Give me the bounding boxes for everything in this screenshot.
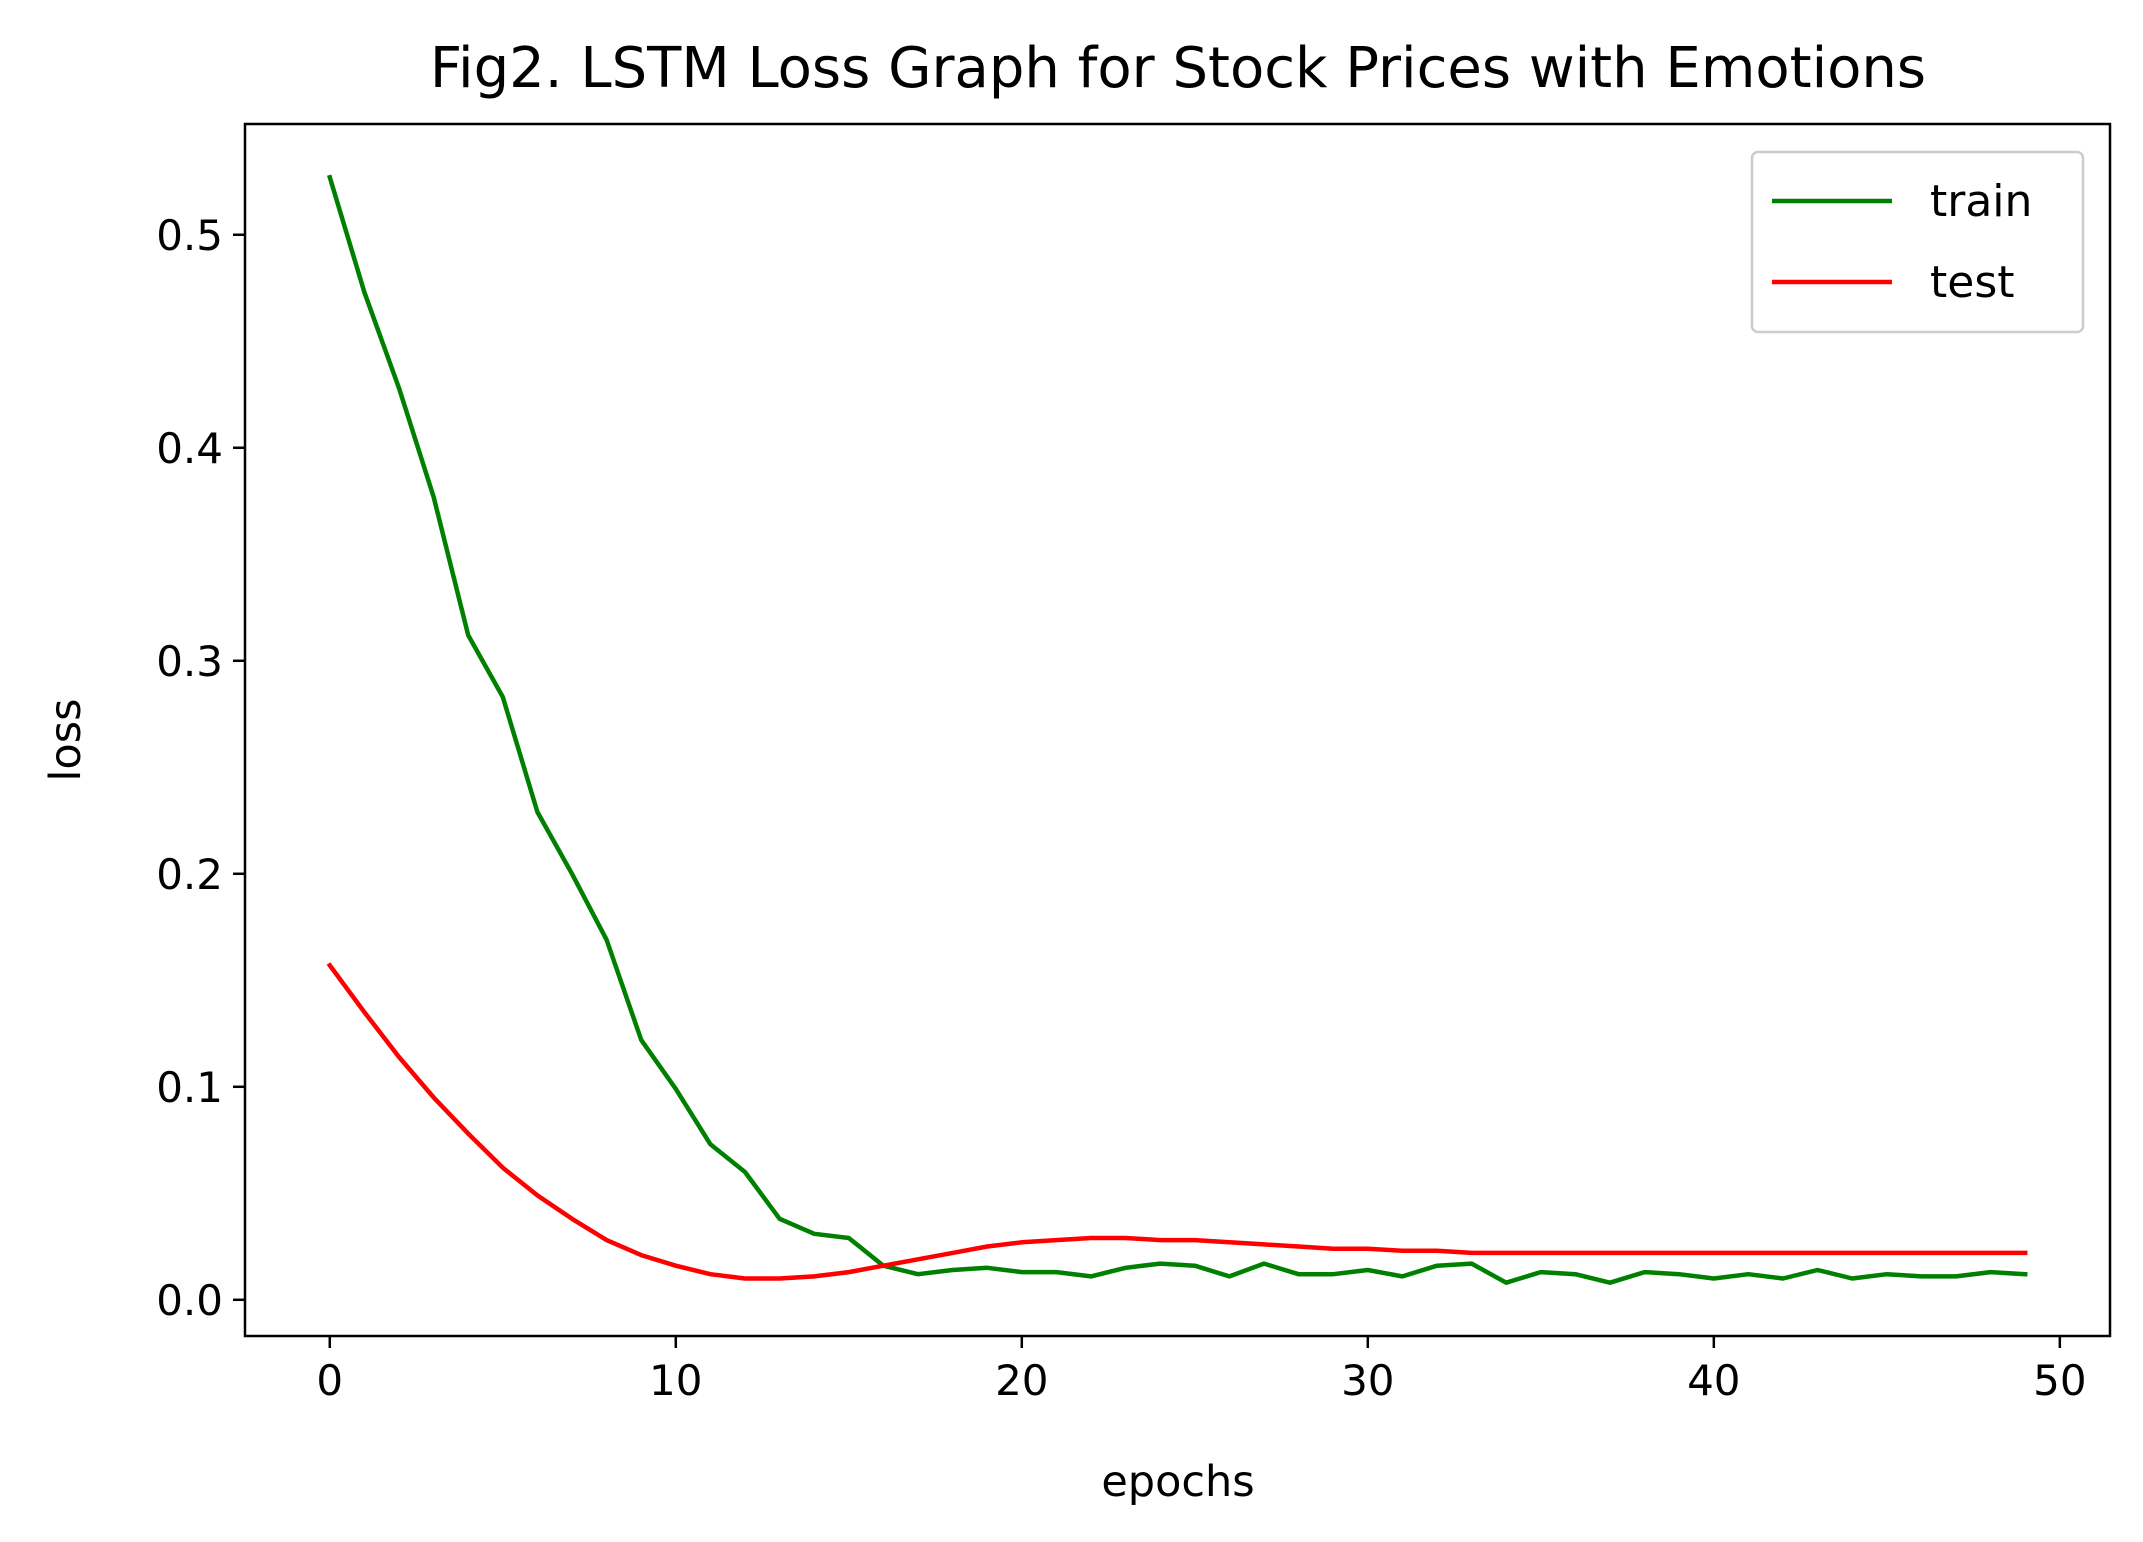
y-tick-label: 0.2	[156, 850, 223, 899]
y-tick-label: 0.0	[156, 1276, 223, 1325]
legend: train test	[1750, 150, 2085, 334]
y-tick-label: 0.3	[156, 637, 223, 686]
x-tick-label: 30	[1341, 1356, 1394, 1405]
x-tick-label: 20	[995, 1356, 1048, 1405]
legend-label-train: train	[1930, 176, 2032, 227]
legend-label-test: test	[1930, 257, 2015, 308]
x-tick-label: 40	[1687, 1356, 1740, 1405]
x-tick-label: 10	[649, 1356, 702, 1405]
y-tick-label: 0.5	[156, 211, 223, 260]
legend-box	[1750, 150, 2085, 334]
chart-title: Fig2. LSTM Loss Graph for Stock Prices w…	[430, 36, 1926, 101]
y-tick-label: 0.4	[156, 424, 223, 473]
x-tick-label: 50	[2033, 1356, 2086, 1405]
plot-layer	[326, 174, 2028, 1285]
plot-frame	[243, 122, 2112, 1338]
series-line-test	[326, 962, 2028, 1281]
y-tick-label: 0.1	[156, 1063, 223, 1112]
y-axis-label: loss	[41, 698, 91, 781]
series-line-train	[326, 174, 2028, 1285]
x-tick-label: 0	[316, 1356, 343, 1405]
axes-layer: 0 10 20 30 40 50 0.0 0.1 0.2 0.3 0.4 0.5	[156, 211, 2086, 1405]
x-axis-label: epochs	[1101, 1457, 1254, 1507]
